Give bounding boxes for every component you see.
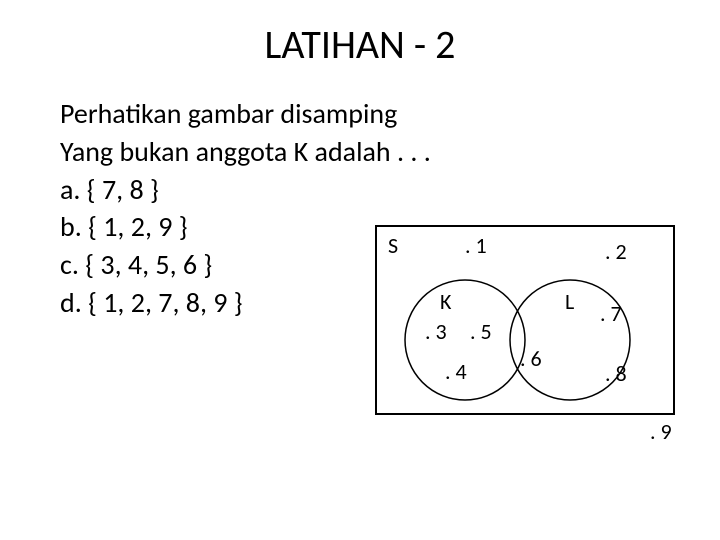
label-1: . 1 [465,232,487,259]
label-4: . 4 [445,358,467,385]
label-3: . 3 [425,318,447,345]
label-8: . 8 [605,360,627,387]
label-6: . 6 [520,345,542,372]
label-7: . 7 [600,300,622,327]
label-s: S [388,232,398,259]
label-5: . 5 [470,318,492,345]
slide: LATIHAN - 2 Perhatikan gambar disamping … [0,0,720,540]
label-2: . 2 [605,238,627,265]
venn-svg [0,0,720,540]
label-k: K [440,288,451,315]
label-l: L [565,288,574,315]
label-9: . 9 [650,418,672,445]
